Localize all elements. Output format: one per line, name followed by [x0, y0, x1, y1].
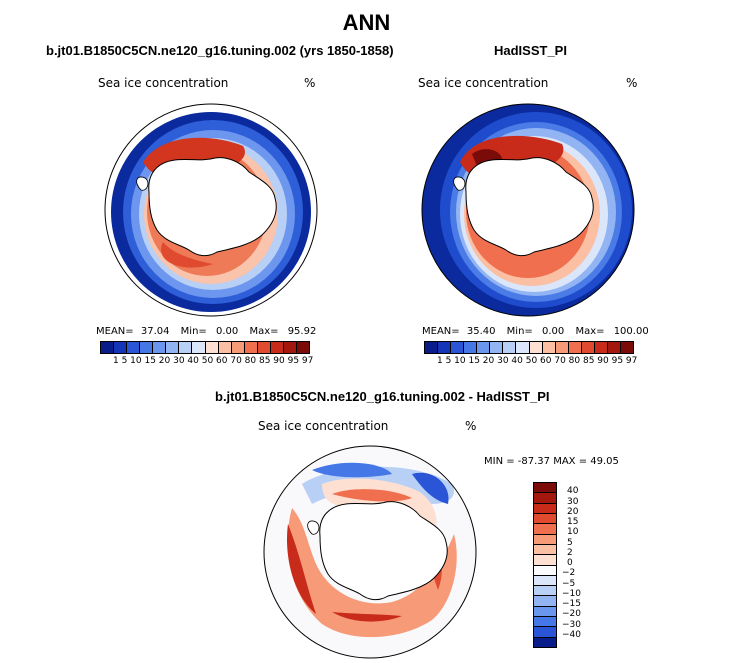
- colorbar-swatch: [554, 342, 568, 353]
- diff-case-title: b.jt01.B1850C5CN.ne120_g16.tuning.002 - …: [215, 389, 550, 404]
- colorbar-swatch: [178, 342, 192, 353]
- colorbar-swatch: [139, 342, 153, 353]
- diff-colorbar-swatch: [534, 616, 556, 627]
- right-antarctica: [465, 157, 594, 257]
- diff-antarctica: [319, 501, 448, 601]
- diff-colorbar-swatch: [534, 585, 556, 596]
- left-colorbar: [100, 341, 310, 354]
- colorbar-swatch: [425, 342, 438, 353]
- colorbar-swatch: [269, 342, 283, 353]
- diff-colorbar-swatch: [534, 564, 556, 575]
- colorbar-swatch: [101, 342, 114, 353]
- right-variable-label: Sea ice concentration: [418, 76, 549, 90]
- colorbar-swatch: [295, 342, 309, 353]
- diff-colorbar-tick-label: 2: [567, 547, 573, 558]
- figure-title: ANN: [342, 10, 391, 35]
- left-polar-map: [104, 103, 318, 317]
- colorbar-swatch: [230, 342, 244, 353]
- diff-colorbar-tick-label: 40: [567, 486, 579, 497]
- colorbar-swatch: [243, 342, 257, 353]
- diff-colorbar-swatch: [534, 512, 556, 524]
- colorbar-swatch: [165, 342, 179, 353]
- colorbar-swatch: [528, 342, 542, 353]
- diff-colorbar-swatch: [534, 595, 556, 606]
- diff-colorbar-swatch: [534, 636, 556, 647]
- diff-colorbar-swatch: [534, 605, 556, 617]
- colorbar-swatch: [515, 342, 529, 353]
- diff-minmax: MIN = -87.37 MAX = 49.05: [484, 456, 619, 467]
- diff-colorbar-tick-label: 15: [567, 517, 579, 527]
- diff-colorbar-tick-label: −40: [562, 629, 581, 640]
- colorbar-swatch: [489, 342, 503, 353]
- diff-variable-label: Sea ice concentration: [258, 419, 389, 433]
- left-stats: MEAN= 37.04 Min= 0.00 Max= 95.92: [96, 326, 317, 337]
- colorbar-swatch: [606, 342, 620, 353]
- colorbar-swatch: [191, 342, 205, 353]
- left-case-title: b.jt01.B1850C5CN.ne120_g16.tuning.002 (y…: [46, 43, 394, 58]
- colorbar-swatch: [567, 342, 581, 353]
- diff-colorbar-swatch: [534, 483, 556, 493]
- colorbar-swatch: [541, 342, 555, 353]
- colorbar-swatch: [152, 342, 166, 353]
- colorbar-swatch: [619, 342, 633, 353]
- left-variable-label: Sea ice concentration: [98, 76, 229, 90]
- diff-colorbar-tick-label: −10: [562, 588, 581, 599]
- diff-colorbar-swatch: [534, 492, 556, 503]
- colorbar-swatch: [437, 342, 451, 353]
- diff-colorbar-tick-label: −5: [562, 578, 576, 589]
- left-antarctica: [148, 157, 277, 257]
- diff-colorbar-swatch: [534, 533, 556, 544]
- diff-colorbar-swatch: [534, 626, 556, 637]
- diff-colorbar-labels: 40 30 20 15 10 5 2 0 −2 −5 −10 −15 −20 −30 −40: [562, 482, 602, 646]
- right-units-label: %: [626, 76, 638, 90]
- colorbar-swatch: [126, 342, 140, 353]
- diff-positive-region: [287, 508, 457, 638]
- colorbar-swatch: [476, 342, 490, 353]
- colorbar-swatch: [580, 342, 594, 353]
- diff-colorbar-tick-label: 0: [567, 558, 573, 568]
- diff-colorbar-tick-label: −30: [562, 619, 581, 630]
- diff-colorbar-tick-label: −15: [562, 599, 581, 609]
- colorbar-swatch: [204, 342, 218, 353]
- diff-colorbar-tick-label: 10: [567, 527, 579, 538]
- right-polar-map: [421, 103, 635, 317]
- colorbar-swatch: [593, 342, 607, 353]
- diff-colorbar-tick-label: −2: [562, 568, 576, 579]
- diff-colorbar-tick-label: −20: [562, 609, 581, 620]
- colorbar-swatch: [282, 342, 296, 353]
- colorbar-swatch: [113, 342, 127, 353]
- diff-colorbar: [533, 482, 557, 648]
- left-colorbar-ticks: 1 5 10 15 20 30 40 50 60 70 80 85 90 95 …: [113, 356, 314, 366]
- diff-polar-map: [263, 445, 477, 659]
- right-colorbar: [424, 341, 634, 354]
- right-case-title: HadISST_PI: [494, 43, 567, 58]
- colorbar-swatch: [256, 342, 270, 353]
- diff-colorbar-tick-label: 20: [567, 506, 579, 517]
- diff-colorbar-swatch: [534, 543, 556, 555]
- diff-negative-region: [312, 462, 392, 478]
- colorbar-swatch: [463, 342, 477, 353]
- diff-units-label: %: [465, 419, 477, 433]
- right-stats: MEAN= 35.40 Min= 0.00 Max= 100.00: [422, 326, 649, 337]
- left-units-label: %: [304, 76, 316, 90]
- colorbar-swatch: [217, 342, 231, 353]
- diff-colorbar-tick-label: 5: [567, 537, 573, 548]
- diff-colorbar-swatch: [534, 523, 556, 534]
- right-colorbar-ticks: 1 5 10 15 20 30 40 50 60 70 80 85 90 95 …: [437, 356, 638, 366]
- diff-colorbar-tick-label: 30: [567, 496, 579, 507]
- diff-colorbar-swatch: [534, 574, 556, 586]
- colorbar-swatch: [450, 342, 464, 353]
- colorbar-swatch: [502, 342, 516, 353]
- diff-colorbar-swatch: [534, 502, 556, 513]
- diff-colorbar-swatch: [534, 554, 556, 565]
